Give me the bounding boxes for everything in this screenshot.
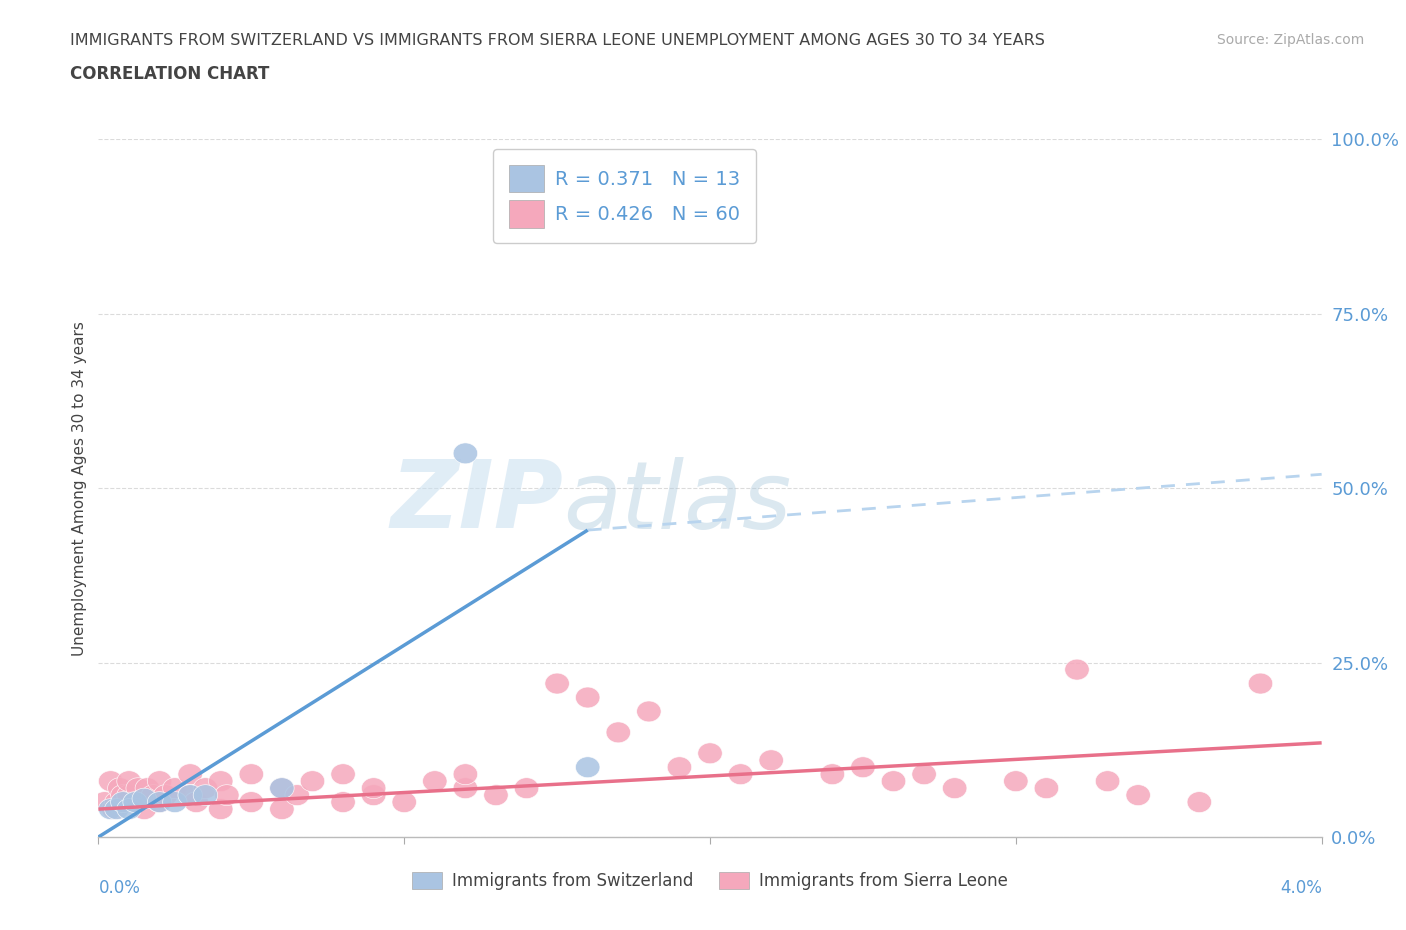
Ellipse shape — [141, 785, 166, 805]
Ellipse shape — [423, 771, 447, 791]
Ellipse shape — [179, 785, 202, 805]
Ellipse shape — [1095, 771, 1119, 791]
Ellipse shape — [104, 799, 129, 819]
Ellipse shape — [453, 764, 478, 785]
Ellipse shape — [728, 764, 752, 785]
Ellipse shape — [163, 791, 187, 813]
Ellipse shape — [1187, 791, 1212, 813]
Ellipse shape — [453, 777, 478, 799]
Ellipse shape — [111, 785, 135, 805]
Text: ZIP: ZIP — [391, 457, 564, 548]
Ellipse shape — [104, 791, 129, 813]
Ellipse shape — [1249, 673, 1272, 694]
Ellipse shape — [1126, 785, 1150, 805]
Ellipse shape — [637, 701, 661, 722]
Ellipse shape — [108, 777, 132, 799]
Ellipse shape — [820, 764, 845, 785]
Ellipse shape — [285, 785, 309, 805]
Ellipse shape — [575, 687, 600, 708]
Ellipse shape — [163, 777, 187, 799]
Ellipse shape — [575, 757, 600, 777]
Ellipse shape — [697, 743, 723, 764]
Ellipse shape — [1035, 777, 1059, 799]
Ellipse shape — [93, 791, 117, 813]
Ellipse shape — [1064, 659, 1090, 680]
Ellipse shape — [942, 777, 967, 799]
Text: IMMIGRANTS FROM SWITZERLAND VS IMMIGRANTS FROM SIERRA LEONE UNEMPLOYMENT AMONG A: IMMIGRANTS FROM SWITZERLAND VS IMMIGRANT… — [70, 33, 1045, 47]
Ellipse shape — [392, 791, 416, 813]
Ellipse shape — [193, 777, 218, 799]
Ellipse shape — [132, 799, 156, 819]
Ellipse shape — [301, 771, 325, 791]
Ellipse shape — [122, 791, 148, 813]
Ellipse shape — [148, 791, 172, 813]
Ellipse shape — [98, 771, 122, 791]
Ellipse shape — [361, 777, 385, 799]
Ellipse shape — [882, 771, 905, 791]
Ellipse shape — [193, 785, 218, 805]
Text: CORRELATION CHART: CORRELATION CHART — [70, 65, 270, 83]
Y-axis label: Unemployment Among Ages 30 to 34 years: Unemployment Among Ages 30 to 34 years — [72, 321, 87, 656]
Ellipse shape — [453, 443, 478, 464]
Ellipse shape — [759, 750, 783, 771]
Ellipse shape — [208, 771, 233, 791]
Ellipse shape — [111, 791, 135, 813]
Text: 4.0%: 4.0% — [1279, 879, 1322, 897]
Ellipse shape — [98, 799, 122, 819]
Ellipse shape — [330, 791, 356, 813]
Ellipse shape — [484, 785, 508, 805]
Ellipse shape — [153, 785, 179, 805]
Ellipse shape — [135, 777, 160, 799]
Ellipse shape — [122, 791, 148, 813]
Ellipse shape — [1004, 771, 1028, 791]
Ellipse shape — [132, 789, 156, 809]
Ellipse shape — [515, 777, 538, 799]
Text: 0.0%: 0.0% — [98, 879, 141, 897]
Ellipse shape — [148, 791, 172, 813]
Ellipse shape — [270, 799, 294, 819]
Ellipse shape — [606, 722, 630, 743]
Ellipse shape — [179, 764, 202, 785]
Ellipse shape — [179, 785, 202, 805]
Ellipse shape — [127, 777, 150, 799]
Ellipse shape — [208, 799, 233, 819]
Legend: Immigrants from Switzerland, Immigrants from Sierra Leone: Immigrants from Switzerland, Immigrants … — [404, 864, 1017, 898]
Ellipse shape — [912, 764, 936, 785]
Text: Source: ZipAtlas.com: Source: ZipAtlas.com — [1216, 33, 1364, 46]
Ellipse shape — [546, 673, 569, 694]
Ellipse shape — [361, 785, 385, 805]
Ellipse shape — [239, 791, 263, 813]
Ellipse shape — [215, 785, 239, 805]
Ellipse shape — [851, 757, 875, 777]
Ellipse shape — [184, 791, 208, 813]
Text: atlas: atlas — [564, 457, 792, 548]
Ellipse shape — [270, 777, 294, 799]
Ellipse shape — [117, 771, 141, 791]
Ellipse shape — [117, 785, 141, 805]
Ellipse shape — [239, 764, 263, 785]
Ellipse shape — [101, 799, 127, 819]
Ellipse shape — [117, 799, 141, 819]
Ellipse shape — [668, 757, 692, 777]
Ellipse shape — [270, 777, 294, 799]
Ellipse shape — [330, 764, 356, 785]
Ellipse shape — [148, 771, 172, 791]
